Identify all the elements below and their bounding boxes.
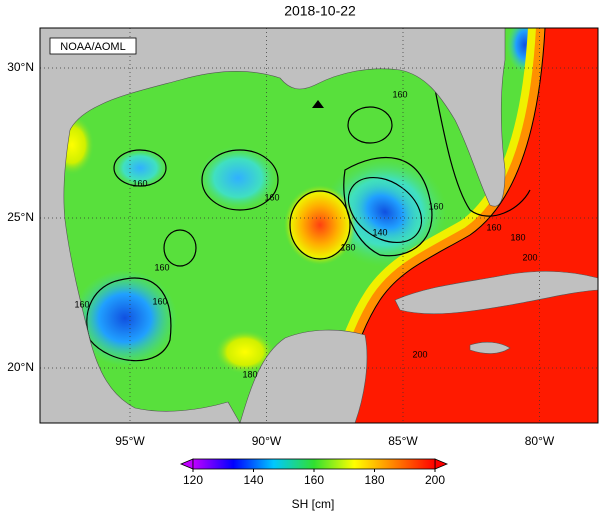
lat-label: 25°N — [7, 210, 34, 224]
map-frame — [39, 27, 599, 424]
lat-label: 30°N — [7, 60, 34, 74]
lon-label: 80°W — [525, 434, 555, 448]
colorbar-bar — [192, 458, 436, 470]
low-anomaly — [73, 270, 177, 366]
colorbar-low-arrow — [179, 458, 194, 470]
colorbar-label: SH [cm] — [292, 497, 335, 511]
marker — [312, 100, 324, 108]
lon-label: 90°W — [252, 434, 282, 448]
colorbar-tick-label: 160 — [304, 473, 324, 487]
contour-label: 180 — [340, 242, 355, 252]
map-area — [40, 28, 598, 423]
lon-label: 85°W — [388, 434, 418, 448]
high-anomaly — [284, 185, 356, 265]
lat-label: 20°N — [7, 360, 34, 374]
contour-label: 160 — [132, 178, 147, 188]
contour-label: 160 — [154, 262, 169, 272]
contour-label: 200 — [412, 349, 427, 359]
low-anomaly — [198, 146, 278, 210]
contour-label: 160 — [392, 89, 407, 99]
contours — [86, 64, 531, 362]
contour-label: 160 — [74, 299, 89, 309]
colorbar: 120 140 160 180 200 — [179, 458, 449, 487]
contour-label: 160 — [152, 296, 167, 306]
lon-label: 95°W — [115, 434, 145, 448]
contour-label: 180 — [510, 232, 525, 242]
contour-label: 200 — [522, 252, 537, 262]
contour-label: 160 — [428, 201, 443, 211]
colorbar-high-arrow — [434, 458, 449, 470]
contour-label: 160 — [264, 192, 279, 202]
contour-label: 160 — [486, 222, 501, 232]
map-title: 2018-10-22 — [284, 3, 356, 19]
contour-label: 180 — [242, 369, 257, 379]
land — [40, 28, 598, 423]
contour-label: 140 — [372, 227, 387, 237]
colorbar-tick-label: 180 — [364, 473, 384, 487]
colorbar-tick-label: 200 — [425, 473, 445, 487]
low-anomaly — [112, 148, 168, 188]
high-anomaly — [215, 330, 275, 374]
credit-box — [49, 37, 137, 55]
colorbar-tick-label: 140 — [243, 473, 263, 487]
graticule — [40, 28, 598, 423]
credit: NOAA/AOML — [60, 41, 125, 53]
colorbar-tick-label: 120 — [183, 473, 203, 487]
